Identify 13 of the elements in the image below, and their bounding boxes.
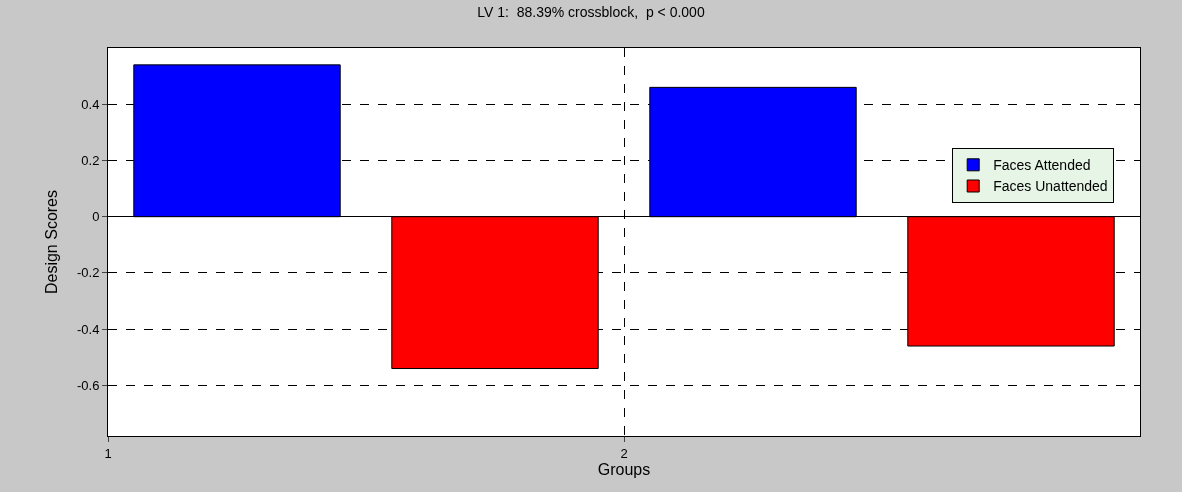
y-tick-label: 0: [92, 209, 100, 225]
x-tick-label: 2: [620, 445, 628, 461]
y-axis-title: Design Scores: [42, 189, 60, 295]
y-tick-label: 0.4: [81, 96, 100, 112]
y-tick-label: -0.6: [76, 377, 100, 393]
x-axis-title: Groups: [597, 460, 651, 478]
y-tick-label: -0.4: [76, 321, 100, 337]
y-tick-label: 0.2: [81, 153, 100, 169]
chart-title: LV 1: 88.39% crossblock, p < 0.000: [477, 4, 705, 21]
x-tick-label: 1: [104, 445, 112, 461]
y-tick-label: -0.2: [76, 265, 100, 281]
legend-label: Faces Attended: [993, 157, 1091, 174]
legend-label: Faces Unattended: [993, 178, 1108, 195]
